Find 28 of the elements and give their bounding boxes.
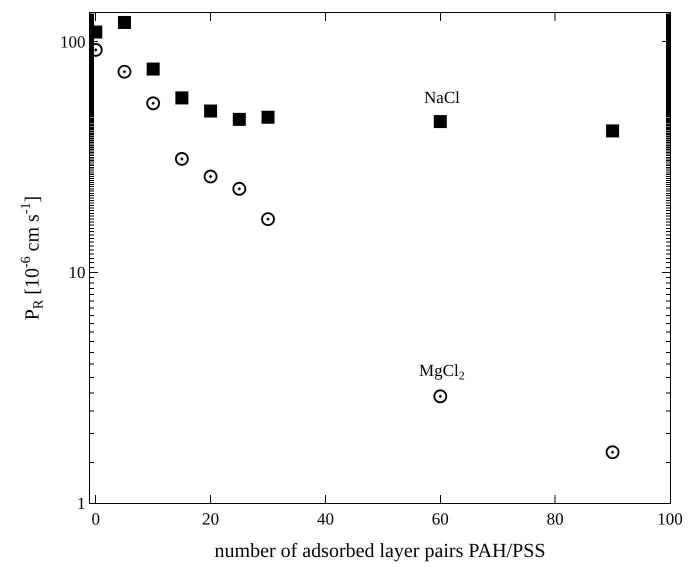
point <box>118 16 131 29</box>
series-label: MgCl$_{2}$ <box>419 361 465 383</box>
point <box>606 124 620 138</box>
x-tick-label: 60 <box>432 510 449 528</box>
x-tick-label: 40 <box>316 510 334 528</box>
point <box>232 182 246 196</box>
y-tick-label: 10 <box>68 263 86 282</box>
x-tick-label: 100 <box>657 510 683 528</box>
point <box>434 115 447 128</box>
y-tick-label: 1 <box>77 494 86 513</box>
point <box>175 91 188 104</box>
point <box>146 62 160 76</box>
point <box>146 96 160 110</box>
x-tick-label: 0 <box>91 510 100 528</box>
point <box>433 389 448 404</box>
point <box>118 64 132 79</box>
point <box>174 152 189 166</box>
point <box>204 104 218 118</box>
point <box>232 112 246 126</box>
point <box>606 445 620 460</box>
x-tick-label: 20 <box>202 510 220 528</box>
point <box>261 212 275 226</box>
point <box>262 110 275 124</box>
point <box>204 170 218 184</box>
x-tick-label: 80 <box>546 510 564 528</box>
series-label: NaCl <box>424 88 460 107</box>
x-axis-title: number of adsorbed layer pairs PAH/PSS <box>214 540 546 562</box>
y-tick-label: 100 <box>60 32 86 52</box>
